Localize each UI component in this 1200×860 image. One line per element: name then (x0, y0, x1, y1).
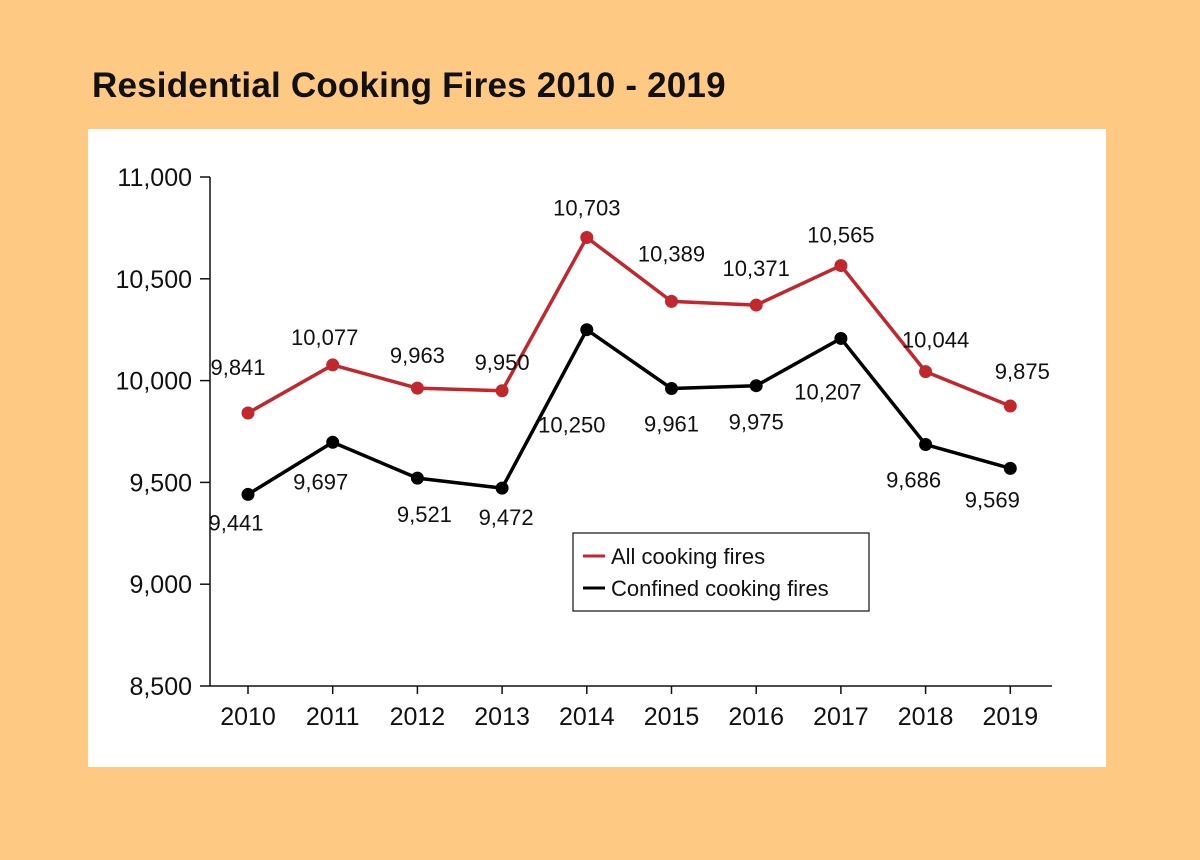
data-label-all: 9,875 (995, 359, 1050, 384)
x-tick-label: 2013 (474, 703, 530, 731)
x-tick-label: 2012 (390, 703, 446, 731)
chart-title: Residential Cooking Fires 2010 - 2019 (92, 66, 726, 105)
data-point-confined (749, 379, 763, 393)
data-label-confined: 9,521 (397, 502, 452, 527)
data-point-confined (241, 487, 255, 501)
data-label-confined: 9,697 (293, 469, 348, 494)
y-tick-label: 8,500 (129, 673, 192, 701)
series-line-confined (247, 327, 1011, 496)
data-label-confined: 9,975 (729, 410, 784, 435)
data-point-all (326, 358, 340, 372)
chart-panel: 8,500 9,000 9,500 10,000 10,500 11,000 2010 20… (88, 129, 1106, 767)
data-label-confined: 9,472 (479, 505, 534, 530)
data-point-confined (495, 481, 509, 495)
y-tick-label: 10,500 (116, 266, 192, 294)
y-tick-label: 9,500 (129, 469, 192, 497)
y-tick-label: 9,000 (129, 571, 192, 599)
data-label-confined: 9,961 (644, 412, 699, 437)
x-tick-label: 2010 (220, 703, 276, 731)
data-label-all: 9,963 (390, 343, 445, 368)
x-tick-label: 2019 (982, 703, 1038, 731)
data-label-all: 10,703 (553, 195, 620, 220)
data-point-all (919, 365, 933, 379)
data-point-confined (834, 331, 848, 345)
data-point-all (749, 298, 763, 312)
x-tick-label: 2016 (728, 703, 784, 731)
data-point-confined (326, 435, 340, 449)
data-labels: 9,841 10,077 9,963 9,950 10,703 10,389 10,371 1… (208, 195, 1049, 535)
x-tick-label: 2011 (306, 703, 360, 731)
y-tick-label: 11,000 (117, 164, 192, 192)
series-group (241, 230, 1017, 501)
x-axis-ticks: 2010 2011 2012 2013 2014 2015 2016 2017 2018 2019 (220, 686, 1038, 731)
legend-label-all: All cooking fires (611, 544, 765, 569)
data-point-all (834, 259, 848, 273)
legend-label-confined: Confined cooking fires (611, 576, 829, 601)
data-point-all (495, 384, 509, 398)
data-label-all: 10,044 (902, 328, 969, 353)
data-label-confined: 9,441 (208, 510, 263, 535)
data-point-confined (410, 471, 424, 485)
data-label-all: 10,389 (638, 241, 705, 266)
y-axis-ticks: 8,500 9,000 9,500 10,000 10,500 11,000 (116, 164, 210, 701)
data-label-confined: 10,207 (794, 379, 861, 404)
x-tick-label: 2015 (644, 703, 700, 731)
series-line-all (247, 235, 1011, 415)
data-point-all (580, 230, 594, 244)
x-tick-label: 2017 (813, 703, 869, 731)
data-point-confined (665, 382, 678, 396)
data-point-all (241, 406, 255, 420)
x-tick-label: 2014 (559, 703, 615, 731)
data-label-all: 10,565 (807, 223, 874, 248)
data-label-all: 10,371 (723, 256, 790, 281)
data-label-confined: 10,250 (538, 413, 605, 438)
data-label-confined: 9,569 (965, 487, 1020, 512)
data-label-all: 9,841 (210, 355, 265, 380)
data-point-confined (1003, 461, 1017, 475)
data-point-confined (580, 323, 594, 337)
data-point-all (665, 294, 678, 308)
data-point-all (410, 381, 424, 395)
y-tick-label: 10,000 (116, 368, 192, 396)
data-point-confined (919, 438, 933, 452)
legend-box (572, 532, 870, 612)
data-label-all: 10,077 (291, 325, 358, 350)
data-label-confined: 9,686 (886, 468, 941, 493)
legend: All cooking fires Confined cooking fires (572, 532, 870, 612)
data-point-all (1003, 399, 1017, 413)
data-label-all: 9,950 (475, 350, 530, 375)
x-tick-label: 2018 (898, 703, 954, 731)
